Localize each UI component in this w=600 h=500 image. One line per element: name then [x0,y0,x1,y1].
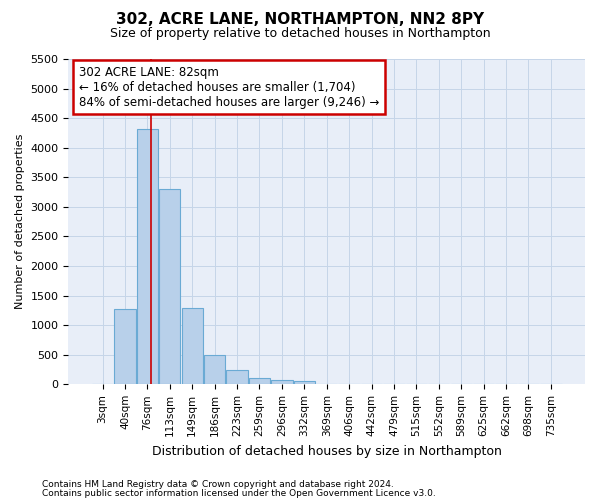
Bar [137,129,158,384]
Y-axis label: Number of detached properties: Number of detached properties [15,134,25,310]
X-axis label: Distribution of detached houses by size in Northampton: Distribution of detached houses by size … [152,444,502,458]
Text: Size of property relative to detached houses in Northampton: Size of property relative to detached ho… [110,28,490,40]
Text: Contains HM Land Registry data © Crown copyright and database right 2024.: Contains HM Land Registry data © Crown c… [42,480,394,489]
Bar [271,380,293,384]
Bar [249,378,270,384]
Bar [293,381,315,384]
Text: 302 ACRE LANE: 82sqm
← 16% of detached houses are smaller (1,704)
84% of semi-de: 302 ACRE LANE: 82sqm ← 16% of detached h… [79,66,379,108]
Text: 302, ACRE LANE, NORTHAMPTON, NN2 8PY: 302, ACRE LANE, NORTHAMPTON, NN2 8PY [116,12,484,28]
Bar [204,356,225,384]
Bar [226,370,248,384]
Text: Contains public sector information licensed under the Open Government Licence v3: Contains public sector information licen… [42,488,436,498]
Bar [182,308,203,384]
Bar [115,309,136,384]
Bar [159,189,181,384]
